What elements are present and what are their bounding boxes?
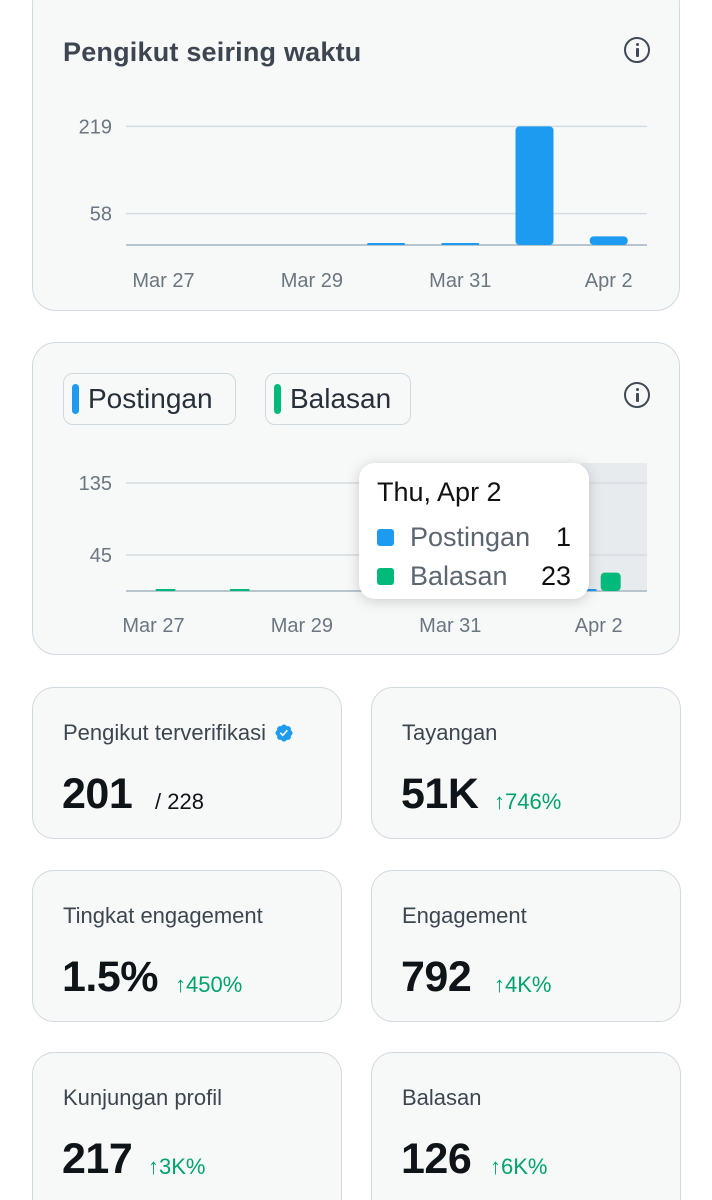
followers-chart-title: Pengikut seiring waktu [63,37,362,67]
hover-column-highlight [581,463,647,591]
chart-tooltip: Thu, Apr 2 Postingan 1 Balasan 23 [359,463,589,599]
x-tick-label: Mar 27 [132,270,194,292]
info-icon[interactable] [624,37,650,63]
x-tick-label: Apr 2 [575,615,623,637]
stat-label: Engagement [402,903,527,928]
stat-value: 1.5% [62,953,159,1001]
followers-bar-chart: 219 58 Mar 27 Mar 29 Mar 31 Apr 2 [79,116,647,292]
legend-swatch-posts [72,384,79,414]
tooltip-row-replies: Balasan 23 [377,557,571,596]
bar-followers [441,243,480,245]
tooltip-value-replies: 23 [540,561,571,591]
stat-label: Kunjungan profil [63,1085,223,1110]
bar-balasan [155,589,176,591]
x-tick-label: Mar 27 [122,615,184,637]
stat-delta: ↑6K% [490,1154,548,1179]
stat-card-views[interactable]: Tayangan 51K ↑746% [371,687,681,839]
tooltip-swatch-replies [377,568,394,585]
tooltip-swatch-posts [377,529,394,546]
stat-delta: ↑746% [494,789,562,814]
bar-followers [515,126,554,245]
x-tick-label: Mar 31 [429,270,491,292]
y-tick-label: 45 [90,545,112,567]
tooltip-row-posts: Postingan 1 [377,518,571,557]
stat-value: 217 [62,1135,133,1183]
followers-over-time-card: Pengikut seiring waktu 219 58 Mar 27 Mar 29… [32,0,680,311]
stat-label: Tingkat engagement [63,903,263,928]
legend-chip-replies[interactable]: Balasan [265,373,411,425]
stat-delta: ↑3K% [148,1154,206,1179]
stat-card-replies[interactable]: Balasan 126 ↑6K% [371,1052,681,1200]
stat-label: Balasan [402,1085,482,1110]
stat-value: 51K [401,770,479,818]
x-tick-label: Mar 29 [271,615,333,637]
legend-label-posts: Postingan [88,383,213,414]
legend-chip-posts[interactable]: Postingan [63,373,236,425]
posts-replies-card: Postingan Balasan 135 45 Mar 27 Mar 29 Mar 3… [32,342,680,655]
legend-label-replies: Balasan [290,383,392,414]
bar-followers [589,236,628,245]
y-tick-label: 58 [90,204,112,226]
stat-delta: ↑4K% [494,972,552,997]
info-icon[interactable] [624,382,650,408]
tooltip-label-replies: Balasan [410,561,508,591]
bar-followers [367,243,406,245]
y-tick-label: 135 [79,473,112,495]
y-tick-label: 219 [79,116,112,138]
legend-swatch-replies [274,384,281,414]
x-tick-label: Apr 2 [585,270,633,292]
x-tick-label: Mar 29 [281,270,343,292]
stat-card-engagement-rate[interactable]: Tingkat engagement 1.5% ↑450% [32,870,342,1022]
stat-value: 201 [62,770,133,818]
stat-value: 792 [401,953,472,1001]
stat-delta: ↑450% [175,972,243,997]
stat-value: 126 [401,1135,472,1183]
stat-card-engagement[interactable]: Engagement 792 ↑4K% [371,870,681,1022]
stat-total: / 228 [155,789,204,814]
stat-label-row: Pengikut terverifikasi [63,720,294,746]
stat-label: Pengikut terverifikasi [63,720,266,745]
tooltip-date: Thu, Apr 2 [377,477,502,507]
tooltip-label-posts: Postingan [410,522,531,552]
bar-balasan [600,572,621,591]
x-tick-label: Mar 31 [419,615,481,637]
stat-label: Tayangan [402,720,498,745]
stat-card-verified-followers[interactable]: Pengikut terverifikasi 201 / 228 [32,687,342,839]
tooltip-value-posts: 1 [555,522,571,552]
bar-balasan [229,589,250,591]
stat-card-profile-visits[interactable]: Kunjungan profil 217 ↑3K% [32,1052,342,1200]
verified-badge-icon [275,724,293,742]
